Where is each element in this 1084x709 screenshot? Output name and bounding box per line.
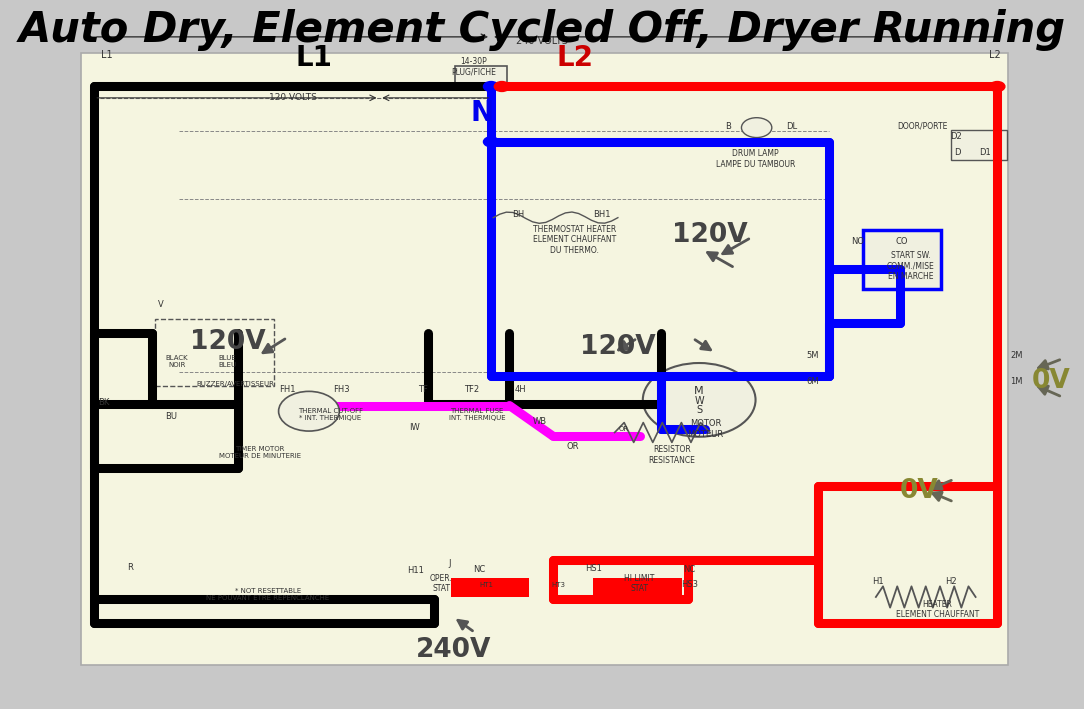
Text: HT1: HT1 — [480, 582, 493, 588]
Text: 2M: 2M — [1010, 352, 1023, 360]
Text: THERMOSTAT HEATER
ELEMENT CHAUFFANT
DU THERMO.: THERMOSTAT HEATER ELEMENT CHAUFFANT DU T… — [533, 225, 616, 255]
Text: Auto Dry, Element Cycled Off, Dryer Running: Auto Dry, Element Cycled Off, Dryer Runn… — [18, 9, 1066, 52]
Text: BLACK
NOIR: BLACK NOIR — [166, 355, 188, 368]
Text: CO: CO — [895, 237, 908, 245]
Text: 5M: 5M — [806, 352, 820, 360]
Text: OR: OR — [618, 426, 629, 432]
Text: 6M: 6M — [806, 377, 820, 386]
Text: DL: DL — [786, 122, 797, 130]
Text: MOTOR
MOTEUR: MOTOR MOTEUR — [687, 419, 724, 439]
Text: D1: D1 — [980, 148, 991, 157]
Text: * NOT RESETTABLE
NE POUVANT ETRE REPENCLANCHE: * NOT RESETTABLE NE POUVANT ETRE REPENCL… — [206, 588, 330, 601]
Text: H2: H2 — [945, 577, 956, 586]
Text: H1: H1 — [873, 577, 883, 586]
Text: FH1: FH1 — [279, 386, 296, 394]
Text: NO: NO — [851, 237, 864, 245]
Text: BUZZER/AVERTISSEUR: BUZZER/AVERTISSEUR — [196, 381, 274, 386]
Text: TF2: TF2 — [464, 386, 479, 394]
Circle shape — [741, 118, 772, 138]
Text: NC: NC — [473, 565, 486, 574]
Text: 0V: 0V — [1032, 369, 1071, 394]
Text: D2: D2 — [951, 132, 962, 140]
Text: TF: TF — [417, 386, 428, 394]
Text: 240 VOLTS: 240 VOLTS — [516, 36, 568, 46]
Text: W: W — [695, 396, 704, 406]
Text: L1: L1 — [101, 50, 113, 60]
Circle shape — [494, 82, 509, 91]
Text: R: R — [127, 563, 133, 571]
Text: 0V: 0V — [900, 479, 939, 504]
FancyBboxPatch shape — [81, 53, 1008, 665]
Text: M: M — [695, 386, 704, 396]
Text: 120 VOLTS: 120 VOLTS — [269, 94, 317, 102]
Text: L2: L2 — [556, 44, 593, 72]
Text: HEATER
ELEMENT CHAUFFANT: HEATER ELEMENT CHAUFFANT — [896, 600, 979, 620]
Text: D: D — [954, 148, 960, 157]
Text: DOOR/PORTE: DOOR/PORTE — [898, 122, 947, 130]
Text: START SW.
COMM./MISE
EN MARCHE: START SW. COMM./MISE EN MARCHE — [887, 251, 934, 281]
Text: S: S — [696, 405, 702, 415]
Text: HS3: HS3 — [681, 581, 698, 589]
Text: OR: OR — [566, 442, 579, 451]
Text: J: J — [449, 559, 451, 568]
Text: 4H: 4H — [515, 386, 526, 394]
Text: DRUM LAMP
LAMPE DU TAMBOUR: DRUM LAMP LAMPE DU TAMBOUR — [715, 149, 796, 169]
FancyBboxPatch shape — [593, 578, 682, 597]
Text: TIMER MOTOR
MOTEUR DE MINUTERIE: TIMER MOTOR MOTEUR DE MINUTERIE — [219, 446, 301, 459]
Text: HI LIMIT
STAT: HI LIMIT STAT — [624, 574, 655, 593]
Text: B: B — [725, 122, 732, 130]
FancyBboxPatch shape — [951, 130, 1007, 160]
Text: FH3: FH3 — [333, 386, 350, 394]
FancyBboxPatch shape — [863, 230, 941, 289]
Text: L2: L2 — [989, 50, 1001, 60]
Text: NC: NC — [683, 565, 696, 574]
Circle shape — [483, 137, 499, 147]
Circle shape — [483, 82, 499, 91]
Text: OPER.
STAT: OPER. STAT — [430, 574, 452, 593]
Text: 1M: 1M — [1010, 377, 1023, 386]
Text: 240V: 240V — [415, 637, 491, 663]
Text: 120V: 120V — [580, 335, 656, 360]
Text: THERMAL FUSE
INT. THERMIQUE: THERMAL FUSE INT. THERMIQUE — [449, 408, 505, 421]
Circle shape — [990, 82, 1005, 91]
Text: V: V — [157, 301, 164, 309]
Text: BH: BH — [512, 210, 525, 218]
Text: L1: L1 — [296, 44, 333, 72]
Text: 120V: 120V — [672, 223, 748, 248]
Text: BH1: BH1 — [593, 210, 610, 218]
Text: WB: WB — [532, 418, 547, 426]
Text: HS1: HS1 — [585, 564, 603, 573]
Circle shape — [279, 391, 339, 431]
Text: IW: IW — [409, 423, 420, 432]
Text: 120V: 120V — [190, 329, 266, 354]
FancyBboxPatch shape — [455, 66, 507, 89]
Text: 14-30P
PLUG/FICHE: 14-30P PLUG/FICHE — [451, 57, 496, 77]
Text: BK: BK — [99, 398, 109, 407]
Text: BLUE
BLEU: BLUE BLEU — [219, 355, 236, 368]
FancyBboxPatch shape — [451, 578, 529, 597]
Text: BU: BU — [165, 413, 178, 421]
Text: THERMAL CUT-OFF
* INT. THERMIQUE: THERMAL CUT-OFF * INT. THERMIQUE — [298, 408, 363, 421]
Text: H11: H11 — [406, 566, 424, 575]
Text: RESISTOR
RESISTANCE: RESISTOR RESISTANCE — [648, 445, 696, 465]
Text: HT3: HT3 — [552, 582, 565, 588]
Text: N: N — [470, 99, 494, 128]
Circle shape — [643, 363, 756, 437]
